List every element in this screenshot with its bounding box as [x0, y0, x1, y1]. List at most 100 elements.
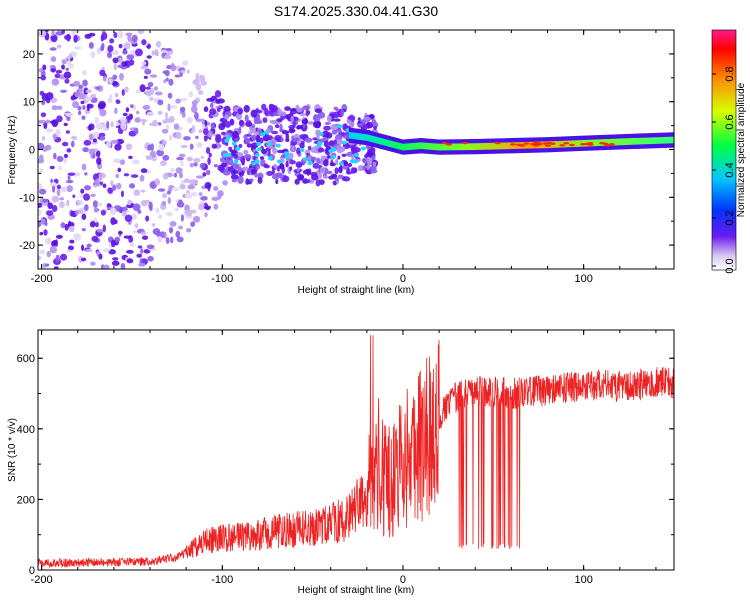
spectral-cell	[56, 184, 62, 190]
spectral-cell	[157, 122, 162, 126]
spectral-cell	[140, 189, 146, 193]
spectral-cell	[140, 65, 148, 70]
spectral-cell-bright	[256, 141, 262, 146]
ridge-peak	[441, 141, 448, 145]
colorbar-tick-label-0: 0.0	[724, 258, 736, 273]
spectral-cell	[45, 128, 54, 133]
spectral-cell	[363, 158, 368, 164]
spectral-cell	[49, 165, 55, 170]
ridge-peak	[563, 141, 570, 145]
ridge-peak	[568, 143, 575, 147]
spectral-cell	[92, 200, 99, 208]
spectrogram-xtick-label-2: 0	[400, 273, 406, 285]
spectral-cell	[124, 214, 133, 222]
spectral-cell	[346, 171, 353, 175]
spectral-cell	[59, 197, 65, 201]
spectral-cell	[168, 134, 173, 141]
spectral-cell	[153, 86, 158, 91]
spectral-cell	[207, 157, 211, 165]
spectral-cell	[249, 126, 253, 131]
spectral-cell	[127, 34, 132, 42]
spectral-cell	[84, 172, 88, 176]
spectral-cell	[224, 121, 231, 128]
spectral-cell	[50, 56, 57, 63]
spectral-cell	[173, 123, 180, 130]
spectral-cell	[213, 186, 219, 191]
spectral-cell	[275, 124, 280, 129]
spectral-cell	[146, 90, 152, 97]
spectral-cell	[141, 61, 147, 65]
spectral-cell	[43, 121, 48, 130]
spectral-cell	[220, 131, 226, 135]
spectral-cell	[49, 64, 56, 69]
spectral-cell	[227, 166, 231, 172]
spectral-cell	[55, 128, 61, 136]
spectral-cell	[200, 155, 205, 159]
spectral-cell	[78, 92, 86, 100]
spectral-cell	[163, 79, 167, 84]
spectrogram-ytick-label-1: -10	[19, 192, 35, 204]
snr-xtick-label-0: -200	[31, 574, 53, 586]
spectral-cell	[167, 92, 173, 99]
spectral-cell-bright	[307, 160, 313, 165]
spectral-cell	[179, 106, 186, 113]
spectral-cell	[141, 39, 147, 46]
spectral-cell	[284, 106, 291, 111]
spectral-cell	[335, 158, 339, 166]
spectral-cell	[285, 160, 289, 168]
spectral-cell	[203, 106, 209, 113]
spectral-cell	[113, 62, 118, 71]
spectral-cell	[351, 154, 355, 160]
spectral-cell	[59, 201, 65, 209]
spectral-cell	[191, 100, 198, 107]
spectral-cell	[299, 142, 305, 149]
snr-line	[38, 335, 674, 569]
spectral-cell	[128, 59, 135, 66]
spectral-cell	[183, 136, 191, 141]
spectral-cell	[167, 196, 172, 205]
spectral-cell	[213, 163, 218, 168]
spectral-cell	[243, 134, 248, 139]
spectral-cell	[56, 44, 62, 49]
spectral-cell	[61, 58, 67, 65]
spectral-cell	[137, 245, 143, 249]
spectral-cell	[263, 163, 268, 168]
spectral-cell	[126, 209, 130, 214]
colorbar-label: Normalized spectral amplitude	[736, 82, 747, 217]
spectral-cell	[67, 175, 71, 181]
spectral-cell	[314, 108, 323, 113]
spectral-cell	[236, 113, 240, 118]
spectral-cell	[93, 207, 99, 213]
spectral-cell	[67, 56, 71, 60]
spectral-cell	[180, 214, 184, 222]
spectral-cell	[317, 147, 325, 153]
spectral-cell	[149, 74, 158, 78]
spectral-cell	[56, 189, 61, 197]
spectral-cell	[67, 172, 76, 176]
spectral-cell	[325, 132, 333, 139]
spectral-cell	[142, 199, 151, 204]
spectral-cell	[292, 120, 296, 129]
spectral-cell	[98, 100, 106, 109]
spectral-cell	[146, 55, 152, 59]
spectral-cell	[90, 261, 96, 266]
spectral-cell	[250, 109, 258, 118]
colorbar: 0.0 0.2 0.4 0.6 0.8 Normalized spectral ampl…	[711, 29, 747, 274]
spectral-cell	[211, 143, 218, 149]
spectral-cell	[101, 32, 108, 40]
spectral-cell	[248, 131, 252, 135]
spectral-cell-bright	[233, 159, 239, 164]
spectral-cell	[129, 104, 134, 108]
spectral-cell	[65, 130, 71, 134]
spectral-cell	[165, 124, 170, 130]
spectral-cell	[121, 89, 125, 96]
spectral-cell	[262, 117, 268, 124]
spectral-cell	[208, 152, 212, 158]
spectral-cell	[220, 162, 227, 168]
spectral-cell	[70, 95, 76, 101]
spectral-cell	[168, 185, 175, 189]
spectral-cell	[193, 162, 198, 167]
spectral-cell	[323, 125, 331, 131]
spectral-cell	[225, 157, 230, 165]
spectral-cell	[112, 74, 118, 80]
